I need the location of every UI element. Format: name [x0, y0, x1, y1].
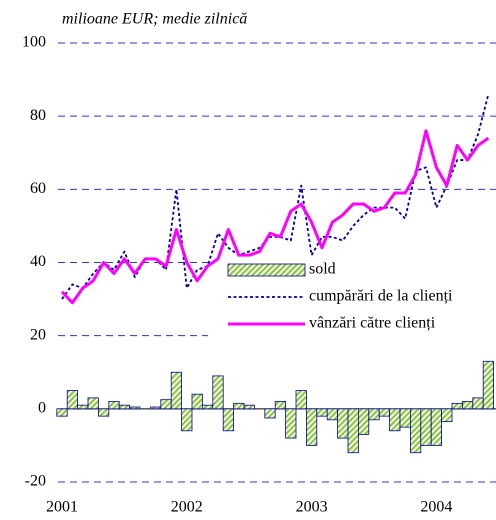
- bar: [337, 408, 349, 439]
- x-tick-label: 2003: [296, 499, 328, 516]
- y-tick-label: 80: [30, 107, 46, 124]
- bar: [430, 408, 443, 446]
- x-tick-label: 2001: [46, 499, 78, 516]
- bar: [461, 401, 474, 410]
- legend-swatch: [227, 263, 306, 277]
- legend-label: vânzări către clienți: [309, 315, 436, 332]
- bar: [441, 408, 453, 423]
- bar: [305, 408, 318, 446]
- bar: [482, 360, 495, 410]
- y-tick-label: 100: [22, 34, 46, 51]
- bar: [191, 393, 203, 410]
- bar: [129, 406, 141, 410]
- bar: [472, 397, 484, 410]
- bar: [399, 408, 411, 428]
- bar: [389, 408, 401, 432]
- bar: [274, 401, 287, 410]
- bar: [98, 408, 110, 417]
- bar: [264, 408, 276, 419]
- bar: [222, 408, 234, 432]
- legend-label: sold: [309, 261, 336, 278]
- bar: [316, 408, 328, 417]
- bar: [378, 408, 391, 417]
- bar: [87, 397, 99, 410]
- y-tick-label: 20: [30, 326, 46, 343]
- line-series: [61, 93, 490, 300]
- chart-subtitle: milioane EUR; medie zilnică: [62, 11, 247, 28]
- line-series: [60, 129, 490, 305]
- bar: [420, 408, 432, 446]
- bar: [233, 402, 245, 410]
- bar: [212, 375, 224, 410]
- bar: [77, 404, 89, 410]
- bar: [295, 390, 307, 410]
- bar: [170, 371, 182, 410]
- x-tick-label: 2004: [420, 499, 452, 516]
- bar: [181, 408, 193, 432]
- bar: [451, 402, 463, 410]
- y-tick-label: 40: [30, 253, 46, 270]
- bar: [409, 408, 422, 454]
- y-tick-label: 60: [30, 180, 46, 197]
- bar: [347, 408, 359, 454]
- bar: [149, 406, 162, 410]
- legend-label: cumpărări de la clienți: [309, 288, 453, 305]
- bar: [56, 408, 68, 417]
- bar: [243, 404, 255, 410]
- bar: [108, 401, 120, 410]
- y-tick-label: 0: [38, 400, 46, 417]
- x-tick-label: 2002: [171, 499, 203, 516]
- bar: [160, 399, 172, 410]
- bar: [357, 408, 370, 435]
- bar: [118, 404, 130, 410]
- bar: [326, 408, 339, 421]
- y-tick-label: -20: [25, 473, 46, 490]
- bar: [66, 390, 78, 410]
- bar: [201, 404, 214, 410]
- bar: [285, 408, 297, 439]
- bar: [368, 408, 380, 421]
